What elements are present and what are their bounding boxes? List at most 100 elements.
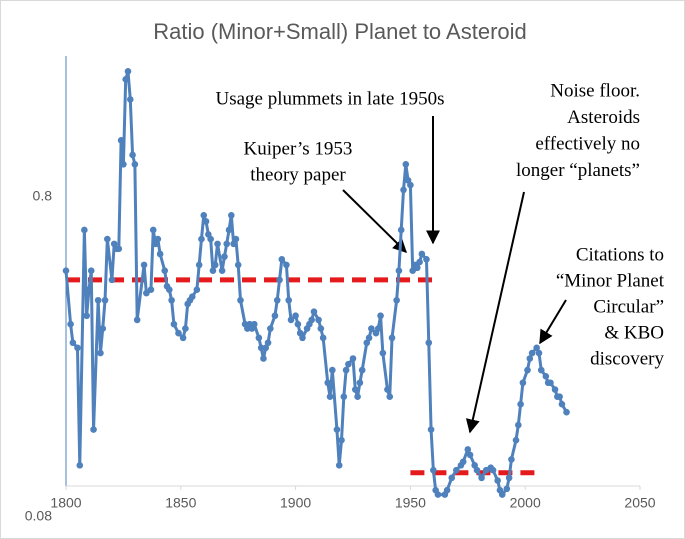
data-point — [386, 393, 394, 400]
data-point — [154, 235, 162, 243]
data-point — [335, 462, 343, 469]
data-point — [166, 286, 173, 293]
data-point — [395, 267, 403, 274]
data-point — [526, 355, 534, 362]
data-point — [453, 466, 460, 474]
data-point — [200, 211, 208, 219]
y-tick-label: 0.08 — [25, 508, 52, 524]
data-point — [264, 339, 272, 347]
data-point — [354, 393, 361, 400]
chart-title: Ratio (Minor+Small) Planet to Asteroid — [153, 19, 527, 44]
data-point — [218, 267, 226, 274]
arrow — [342, 189, 407, 253]
data-point — [425, 339, 433, 347]
annotation: theory paper — [250, 164, 346, 185]
data-point — [129, 151, 136, 159]
annotation: Kuiper’s 1953 — [244, 138, 353, 159]
data-point — [143, 289, 150, 297]
data-point — [416, 258, 423, 266]
data-point — [211, 261, 219, 269]
data-point — [517, 400, 524, 408]
data-point — [161, 267, 169, 274]
data-point — [195, 261, 203, 269]
data-point — [285, 296, 293, 304]
data-point — [108, 276, 116, 284]
data-point — [126, 96, 134, 103]
data-point — [175, 329, 182, 337]
data-point — [257, 344, 265, 352]
data-point — [556, 393, 563, 400]
arrow — [539, 299, 567, 345]
x-tick-label: 1900 — [280, 495, 311, 511]
annotation: Citations to — [576, 244, 664, 265]
data-point — [423, 256, 430, 263]
annotation: Asteroids — [567, 107, 640, 128]
data-point — [104, 235, 111, 243]
annotation: discovery — [590, 348, 664, 369]
annotation: longer “planets” — [516, 160, 640, 181]
data-point — [384, 386, 391, 393]
data-point — [147, 286, 155, 293]
data-point — [407, 181, 414, 189]
data-point — [377, 312, 384, 320]
data-point — [494, 477, 501, 484]
data-point — [551, 386, 559, 393]
data-point — [464, 446, 472, 453]
data-point — [324, 379, 332, 387]
data-point — [260, 355, 267, 362]
data-point — [85, 286, 93, 293]
data-point — [149, 226, 157, 234]
data-point — [349, 355, 357, 362]
data-point — [430, 466, 437, 474]
x-tick-label: 1800 — [50, 495, 81, 511]
data-point — [221, 253, 228, 260]
data-point — [97, 349, 104, 357]
data-point — [90, 426, 97, 433]
data-point — [400, 186, 407, 194]
data-point — [278, 256, 286, 263]
data-point — [122, 76, 129, 83]
data-point — [214, 240, 221, 248]
data-point — [388, 334, 396, 342]
data-point — [434, 491, 442, 498]
data-point — [498, 491, 506, 498]
data-point — [542, 372, 550, 380]
annotation: & KBO — [604, 322, 664, 343]
data-point — [117, 137, 125, 144]
data-point — [358, 366, 366, 374]
data-point — [512, 436, 520, 444]
data-point — [368, 325, 375, 332]
data-point — [535, 349, 543, 357]
data-point — [342, 366, 350, 374]
data-point — [83, 312, 90, 320]
data-point — [207, 235, 214, 243]
data-point — [202, 218, 210, 225]
data-point — [267, 325, 274, 332]
annotation: Usage plummets in late 1950s — [215, 88, 444, 109]
x-tick-label: 2000 — [510, 495, 541, 511]
data-point — [255, 334, 263, 342]
data-point — [124, 68, 132, 75]
data-point — [356, 379, 364, 387]
data-point — [448, 474, 456, 482]
data-point — [209, 267, 217, 274]
annotation: Noise floor. — [550, 80, 640, 101]
data-point — [115, 245, 123, 253]
data-point — [537, 366, 545, 374]
data-point — [87, 267, 95, 274]
data-point — [329, 366, 336, 374]
data-point — [232, 235, 240, 243]
data-point — [319, 334, 327, 342]
data-point — [156, 250, 164, 258]
data-point — [393, 296, 400, 304]
data-point — [459, 458, 467, 466]
data-point — [533, 344, 540, 352]
data-point — [101, 296, 109, 304]
data-point — [188, 293, 196, 300]
data-point — [67, 320, 74, 328]
x-tick-label: 1850 — [165, 495, 196, 511]
data-point — [508, 456, 515, 463]
data-point — [182, 325, 189, 332]
arrow — [465, 191, 525, 434]
data-point — [94, 296, 102, 304]
